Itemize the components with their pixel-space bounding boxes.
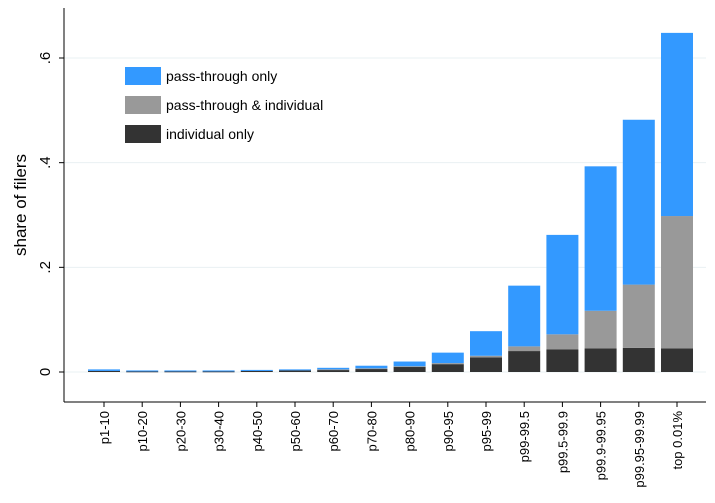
x-ticks: p1-10 p10-20 p20-30 p30-40 p40-50 p50-60 p60-7… [97, 402, 685, 488]
y-tick-label: .6 [37, 52, 54, 65]
bar-segment-pass-through-only [622, 119, 655, 285]
bar-segment-pass-through-only [584, 166, 617, 311]
legend-swatch [125, 96, 161, 114]
bar-segment-individual-only [546, 349, 579, 372]
bar-segment-individual-only [164, 371, 197, 373]
bar-segment-individual-only [279, 370, 311, 372]
x-tick-label: p30-40 [212, 411, 227, 451]
bar-segment-pass-through-only [661, 32, 693, 217]
bar-segment-individual-only [393, 366, 426, 372]
bar-segment-pass-through-only [202, 370, 235, 372]
bar-segment-individual-only [584, 348, 617, 372]
bar-segment-individual-only [431, 364, 464, 372]
bars [88, 32, 693, 373]
bar-segment-pass-through-individual [355, 368, 388, 370]
x-tick-label: p99.9-99.95 [594, 411, 609, 480]
bar-segment-pass-through-individual [508, 346, 541, 352]
bar-segment-pass-through-only [317, 367, 350, 370]
bar-segment-pass-through-individual [431, 363, 464, 365]
bar-segment-pass-through-only [393, 361, 426, 367]
bar-segment-individual-only [126, 371, 159, 373]
x-tick-label: p70-80 [364, 411, 379, 451]
bar-segment-pass-through-individual [546, 334, 579, 350]
bar-segment-pass-through-individual [317, 369, 350, 371]
bar-segment-pass-through-individual [661, 216, 693, 349]
y-axis-title: share of filers [11, 154, 30, 256]
y-tick-label: 0 [37, 368, 54, 376]
x-tick-label: p60-70 [326, 411, 341, 451]
bar-segment-individual-only [88, 370, 120, 372]
bar-segment-pass-through-only [546, 234, 579, 335]
bar-segment-individual-only [661, 348, 693, 372]
x-tick-label: p99-99.5 [517, 411, 532, 462]
x-tick-label: p80-90 [403, 411, 418, 451]
y-tick-label: .2 [37, 261, 54, 274]
bar-segment-pass-through-only [88, 369, 120, 371]
legend-swatch [125, 125, 161, 143]
x-tick-label: p99.5-99.9 [555, 411, 570, 473]
y-tick-label: .4 [37, 156, 54, 169]
bar-segment-pass-through-only [431, 352, 464, 364]
bar-segment-pass-through-individual [470, 355, 502, 358]
bar-segment-individual-only [240, 370, 273, 372]
bar-segment-individual-only [317, 369, 350, 372]
x-tick-label: p40-50 [250, 411, 265, 451]
bar-segment-pass-through-only [355, 365, 388, 369]
legend-label: individual only [166, 126, 254, 142]
x-tick-label: p95-99 [479, 411, 494, 451]
x-tick-label: p10-20 [135, 411, 150, 451]
x-tick-label: p20-30 [173, 411, 188, 451]
bar-segment-pass-through-only [164, 370, 197, 372]
legend-swatch [125, 67, 161, 85]
bar-segment-pass-through-only [126, 370, 159, 372]
bar-segment-pass-through-only [508, 285, 541, 347]
bar-segment-individual-only [508, 351, 541, 372]
bar-segment-individual-only [622, 347, 655, 372]
legend: pass-through only pass-through & individu… [125, 67, 323, 143]
legend-label: pass-through only [166, 68, 277, 84]
bar-segment-pass-through-individual [393, 366, 426, 368]
y-ticks: 0 .2 .4 .6 [37, 52, 64, 376]
axes [63, 8, 706, 403]
bar-segment-pass-through-only [279, 369, 311, 371]
legend-label: pass-through & individual [166, 97, 323, 113]
x-tick-label: top 0.01% [670, 411, 685, 470]
bar-segment-pass-through-only [470, 331, 502, 356]
x-tick-label: p90-95 [441, 411, 456, 451]
bar-segment-individual-only [470, 357, 502, 372]
x-tick-label: p1-10 [97, 411, 112, 444]
x-tick-label: p50-60 [288, 411, 303, 451]
bar-segment-individual-only [355, 368, 388, 372]
bar-segment-pass-through-only [240, 369, 273, 371]
x-tick-label: p99.95-99.99 [632, 411, 647, 488]
bar-segment-individual-only [202, 371, 235, 373]
bar-segment-pass-through-individual [584, 310, 617, 349]
bar-segment-pass-through-individual [622, 284, 655, 348]
